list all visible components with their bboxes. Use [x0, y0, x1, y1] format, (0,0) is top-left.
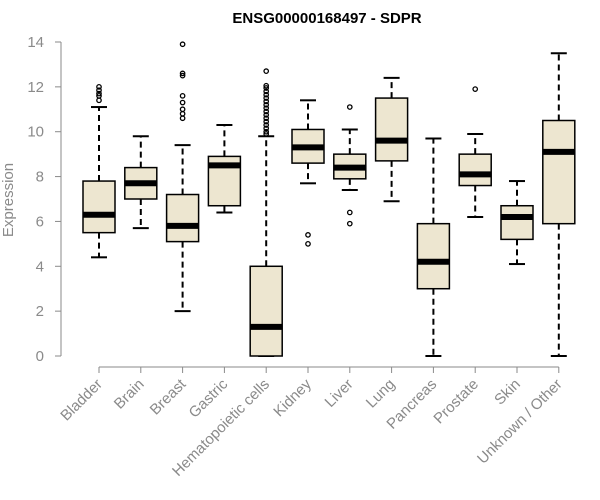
outlier-point: [96, 87, 102, 94]
x-category-label: Liver: [322, 376, 357, 411]
y-axis: 0 2 4 6 8 10 12 14: [27, 34, 62, 365]
outlier-point: [179, 106, 186, 113]
outlier-point: [263, 128, 270, 135]
box-unknown-other: [542, 52, 576, 357]
y-tick-label: 2: [36, 303, 44, 320]
outlier-point: [179, 92, 186, 99]
box-pancreas: [416, 137, 451, 357]
outlier-point: [263, 122, 270, 128]
outlier-point: [263, 131, 270, 137]
outlier-point: [305, 232, 311, 238]
iqr-box: [249, 265, 283, 357]
x-category-label: Skin: [491, 376, 524, 409]
outlier-point: [263, 125, 270, 132]
outlier-point: [96, 97, 102, 104]
outlier-point: [263, 98, 270, 105]
x-category-label: Breast: [147, 375, 190, 418]
box-hematopoietic-cells: [249, 68, 283, 357]
box-breast: [165, 41, 200, 313]
outlier-point: [263, 118, 270, 125]
box-brain: [124, 135, 158, 230]
outlier-point: [263, 112, 270, 118]
iqr-box: [82, 180, 116, 234]
iqr-box: [165, 193, 200, 243]
outlier-point: [263, 105, 270, 112]
iqr-box: [542, 119, 576, 225]
outlier-point: [263, 82, 270, 89]
outlier-point: [263, 108, 270, 115]
y-tick-label: 6: [36, 213, 44, 230]
outlier-point: [263, 88, 270, 95]
outlier-point: [263, 85, 270, 91]
y-tick-label: 0: [36, 348, 44, 365]
box-lung: [374, 76, 409, 203]
box-kidney: [291, 99, 325, 247]
iqr-box: [416, 222, 451, 290]
y-tick-label: 8: [36, 169, 44, 186]
outlier-point: [179, 72, 186, 79]
y-axis-title: Expression: [0, 163, 17, 237]
x-category-label: Kidney: [270, 375, 315, 420]
box-liver: [333, 104, 367, 227]
outlier-point: [179, 41, 186, 48]
box-bladder: [82, 84, 116, 259]
iqr-box: [458, 153, 492, 187]
outlier-point: [263, 91, 270, 98]
outlier-point: [179, 110, 186, 117]
x-category-label: Lung: [363, 376, 399, 412]
outlier-point: [179, 70, 186, 77]
outlier-point: [96, 92, 102, 99]
y-tick-label: 12: [27, 79, 44, 96]
x-category-label: Prostate: [430, 376, 482, 428]
outlier-point: [263, 101, 270, 108]
outlier-point: [263, 115, 270, 122]
chart-title: ENSG00000168497 - SDPR: [232, 10, 421, 27]
y-tick-label: 14: [27, 34, 44, 51]
boxes-group: [82, 41, 576, 357]
outlier-point: [179, 99, 186, 106]
y-tick-label: 10: [27, 124, 44, 141]
outlier-point: [179, 115, 186, 122]
outlier-point: [305, 241, 311, 247]
outlier-point: [346, 209, 353, 216]
iqr-box: [374, 97, 409, 162]
y-tick-label: 4: [36, 258, 44, 275]
x-category-label: Bladder: [57, 376, 106, 425]
outlier-point: [346, 104, 353, 110]
outlier-point: [263, 95, 270, 101]
box-skin: [500, 180, 534, 266]
x-category-label: Brain: [111, 376, 148, 413]
box-prostate: [458, 86, 492, 218]
outlier-point: [96, 84, 102, 90]
box-gastric: [207, 123, 242, 214]
outlier-point: [263, 68, 270, 75]
outlier-point: [96, 90, 102, 97]
outlier-point: [472, 86, 479, 92]
iqr-box: [500, 204, 534, 241]
outlier-point: [346, 220, 353, 227]
